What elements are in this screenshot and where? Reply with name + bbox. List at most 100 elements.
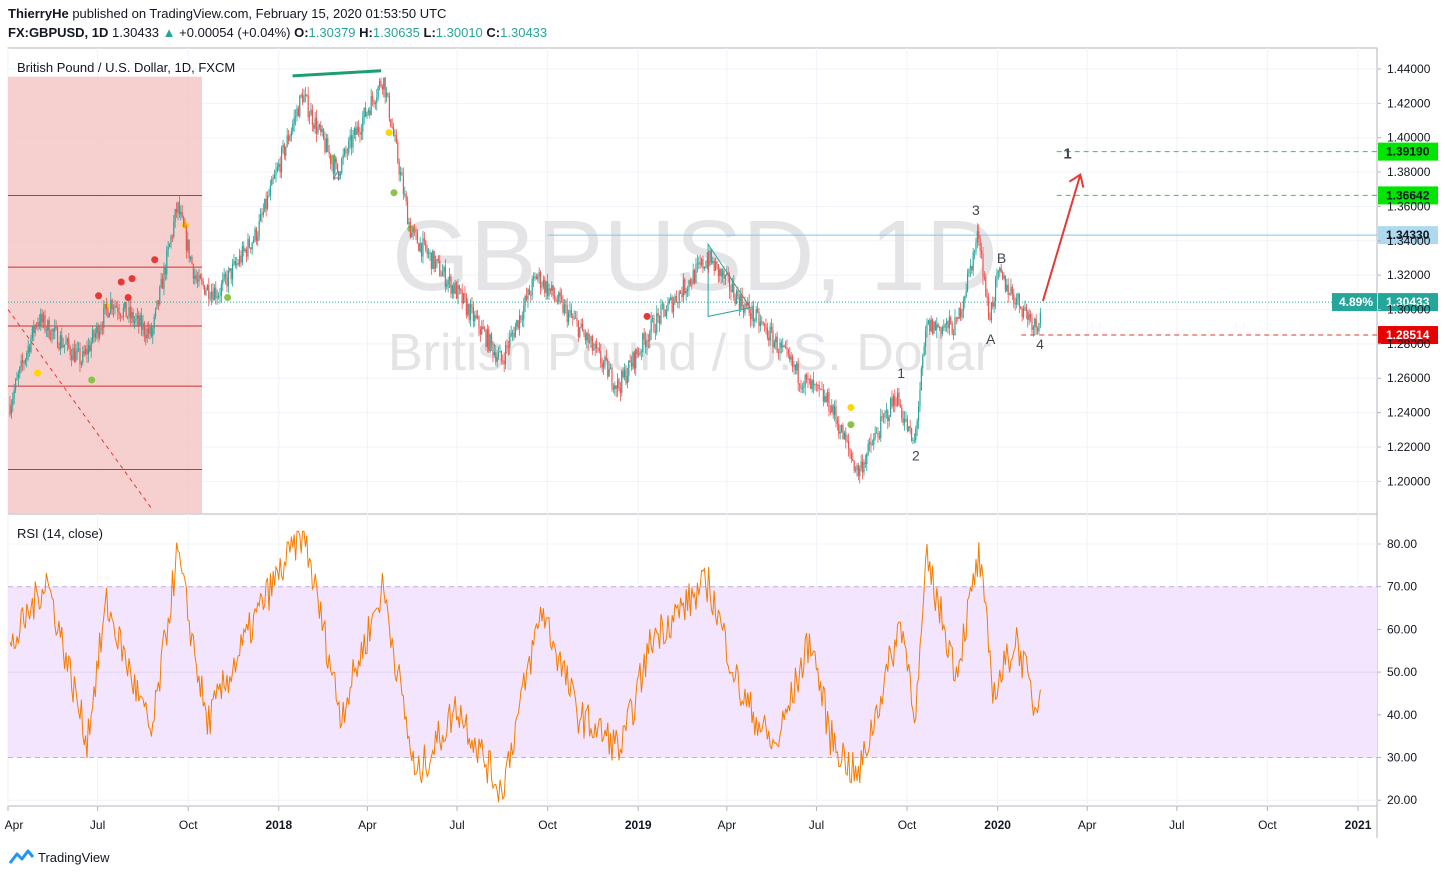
candle-body <box>759 321 761 327</box>
time-tick-label: Apr <box>5 818 24 832</box>
candle-body <box>241 246 243 263</box>
price-tick-label: 1.26000 <box>1387 371 1431 385</box>
candle-body <box>439 260 441 276</box>
series-title: British Pound / U.S. Dollar, 1D, FXCM <box>17 60 235 75</box>
candle-body <box>915 428 917 441</box>
candle-body <box>640 351 642 353</box>
price-label-text: 1.34330 <box>1386 228 1430 242</box>
change-pct-text: 4.89% <box>1339 295 1373 309</box>
candle-body <box>86 348 88 355</box>
candle-body <box>566 305 568 322</box>
candle-body <box>419 242 421 252</box>
candle-body <box>835 406 837 420</box>
candle-body <box>755 309 757 320</box>
candle-body <box>740 294 742 309</box>
candle-body <box>710 250 712 263</box>
tradingview-brand[interactable]: TradingView <box>8 848 110 866</box>
candle-body <box>539 271 542 288</box>
rsi-tick-label: 20.00 <box>1387 793 1417 807</box>
candle-body <box>577 321 579 337</box>
trend-line <box>7 309 153 510</box>
candle-body <box>672 302 675 312</box>
candle-body <box>623 369 626 377</box>
candle-body <box>636 349 638 355</box>
candle-body <box>405 193 407 202</box>
candle-body <box>465 297 467 315</box>
candle-body <box>401 172 403 176</box>
candle-body <box>780 342 782 348</box>
candle-body <box>285 146 287 156</box>
candle-body <box>790 356 792 360</box>
candle-body <box>273 175 276 179</box>
candle-body <box>472 307 474 322</box>
candle-body <box>41 313 43 323</box>
candle-body <box>203 285 206 295</box>
price-label-badge <box>1378 142 1438 161</box>
candle-body <box>1001 272 1004 279</box>
candle-body <box>69 347 71 356</box>
candle-body <box>321 129 323 132</box>
candle-body <box>269 185 271 196</box>
candle-body <box>686 289 689 291</box>
candle-body <box>488 329 490 352</box>
candle-body <box>343 148 346 155</box>
candle-body <box>962 301 964 311</box>
candle-body <box>437 259 439 261</box>
candle-body <box>1038 323 1040 332</box>
candle-body <box>801 387 803 389</box>
candle-body <box>558 292 560 303</box>
candle-body <box>108 313 110 318</box>
candle-body <box>146 328 148 339</box>
candle-body <box>741 294 743 307</box>
candle-body <box>483 329 486 331</box>
candle-body <box>152 328 154 337</box>
candle-body <box>114 305 116 309</box>
candle-body <box>854 469 857 471</box>
candle-body <box>770 326 773 331</box>
candle-body <box>853 460 855 471</box>
candle-body <box>727 272 729 275</box>
candle-body <box>237 263 239 265</box>
candle-body <box>194 275 196 279</box>
time-tick-label: Apr <box>1078 818 1097 832</box>
candle-body <box>153 316 155 329</box>
candle-body <box>604 357 606 363</box>
candle-body <box>919 390 921 407</box>
candle-body <box>38 321 40 326</box>
candle-body <box>653 317 655 333</box>
candle-body <box>642 333 644 352</box>
candle-body <box>44 314 46 331</box>
wave-label: 4 <box>1036 336 1044 352</box>
candle-body <box>668 299 670 304</box>
candle-body <box>328 152 330 154</box>
candle-body <box>28 346 31 353</box>
author-name[interactable]: ThierryHe <box>8 6 69 21</box>
candle-body <box>699 262 701 265</box>
candle-body <box>815 384 817 386</box>
wave-label: B <box>997 250 1006 266</box>
candle-body <box>266 195 269 209</box>
candle-body <box>985 277 987 297</box>
change-value: +0.00054 (+0.04%) <box>179 25 291 40</box>
ohlc-header: FX:GBPUSD, 1D 1.30433 ▲ +0.00054 (+0.04%… <box>8 25 547 40</box>
candle-body <box>602 362 605 368</box>
rsi-tick-label: 30.00 <box>1387 751 1417 765</box>
candle-body <box>782 345 784 348</box>
candle-body <box>96 325 98 334</box>
candle-body <box>1000 267 1002 273</box>
candle-body <box>826 392 829 402</box>
candle-body <box>139 315 141 326</box>
candle-body <box>224 274 227 278</box>
candle-body <box>917 406 920 421</box>
candle-body <box>19 367 21 375</box>
candle-body <box>598 348 600 351</box>
candle-body <box>912 440 914 441</box>
candle-body <box>387 92 389 96</box>
candle-body <box>205 290 207 295</box>
candle-body <box>938 326 941 328</box>
candle-body <box>1010 287 1012 295</box>
candle-body <box>436 259 438 261</box>
candle-body <box>469 304 472 320</box>
candle-body <box>839 432 841 434</box>
